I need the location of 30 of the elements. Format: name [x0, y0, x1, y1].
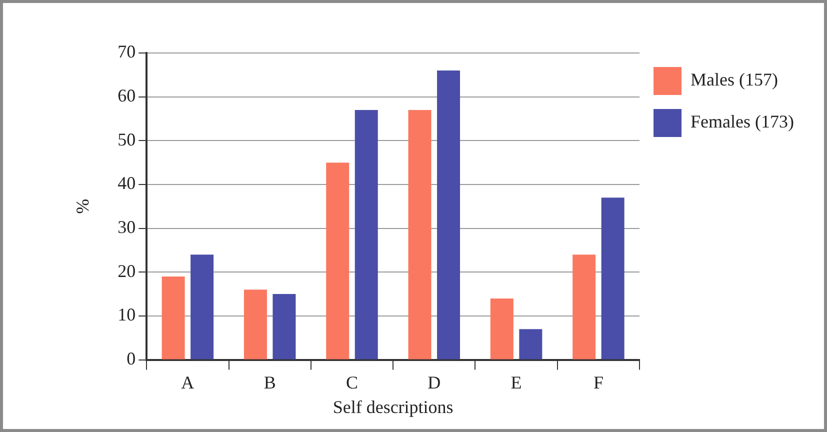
bar [437, 70, 460, 360]
y-tick-label: 20 [118, 260, 136, 281]
y-tick-label: 30 [118, 217, 136, 238]
x-tick-label: B [264, 372, 276, 392]
x-tick-label: E [510, 372, 522, 392]
y-axis-title: % [72, 198, 93, 214]
bar [572, 254, 596, 360]
bar [326, 162, 350, 360]
bar [408, 110, 432, 360]
y-tick-label: 0 [126, 348, 136, 369]
bar [490, 298, 514, 360]
bar [601, 198, 624, 360]
bar [519, 329, 542, 360]
bar [190, 254, 214, 360]
bar [272, 294, 296, 360]
y-tick-label: 50 [118, 129, 136, 150]
bar [162, 276, 185, 360]
y-tick-label: 10 [118, 304, 136, 325]
x-tick-label: A [181, 372, 194, 392]
bar [244, 290, 267, 360]
legend-label: Males (157) [690, 70, 778, 90]
y-tick-label: 60 [118, 86, 136, 106]
x-tick-label: D [428, 372, 441, 392]
x-tick-label: F [593, 372, 604, 392]
y-tick-label: 70 [118, 42, 136, 62]
legend-label: Females (173) [690, 112, 794, 132]
bar [354, 110, 378, 360]
y-tick-label: 40 [118, 173, 136, 194]
x-tick-label: C [346, 372, 358, 392]
x-axis-title: Self descriptions [332, 396, 454, 417]
